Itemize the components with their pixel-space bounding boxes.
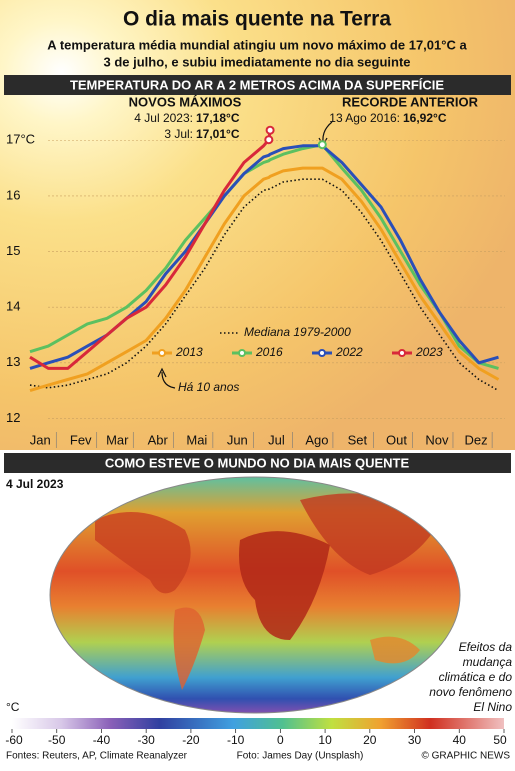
annotation: 13 Ago 2016: [329,111,400,125]
map-outline [49,476,461,714]
continent [370,636,420,664]
colorbar-tick-label: -30 [138,733,156,747]
colorbar-tick-label: -50 [48,733,66,747]
annotation: 17,01°C [196,127,240,141]
colorbar-tick-label: -20 [182,733,200,747]
x-tick-label: Abr [148,432,169,447]
legend-label: 2016 [255,345,283,359]
colorbar-tick-label: 10 [318,733,332,747]
x-tick-label: Fev [70,432,92,447]
x-tick-label: Ago [305,432,328,447]
colorbar-tick-label: -60 [5,733,23,747]
map-note: mudança [463,655,513,669]
arrow [322,121,333,143]
continent [239,531,330,640]
legend-label: 2022 [335,345,363,359]
x-tick-label: Jun [227,432,248,447]
series-line [29,178,499,392]
plot: 12 13 14 15 16 17°C Jan Fev Mar Abr Mai Jun Jul Ago Se… [6,125,505,448]
x-tick-label: Out [386,432,407,447]
record-point [264,135,274,145]
title: O dia mais quente na Terra [123,8,391,31]
series-line [29,129,272,370]
map-note: El Nino [473,700,512,714]
legend-label: Mediana 1979-2000 [244,325,351,339]
x-tick-label: Nov [425,432,449,447]
section-title: COMO ESTEVE O MUNDO NO DIA MAIS QUENTE [105,455,410,470]
legend-swatch [398,349,406,357]
continent [173,607,205,690]
arrow [161,371,176,389]
y-tick-label: 15 [6,243,20,258]
y-tick-label: 13 [6,354,20,369]
x-tick-label: Jan [30,432,51,447]
record-point [317,140,327,150]
colorbar-tick-label: 30 [408,733,422,747]
x-tick-label: Jul [268,432,285,447]
colorbar-tick-label: 50 [493,733,507,747]
legend-label: 2013 [175,345,203,359]
y-tick-label: 14 [6,299,20,314]
annotation: NOVOS MÁXIMOS [129,94,242,109]
copyright: © GRAPHIC NEWS [422,751,511,762]
x-tick-label: Mar [106,432,129,447]
y-tick-label: 12 [6,410,20,425]
y-tick-label: 17°C [6,132,35,147]
annotation: 17,18°C [196,111,240,125]
subtitle: 3 de julho, e subiu imediatamente no dia… [104,54,411,69]
legend-label: 2023 [415,345,443,359]
colorbar-tick-label: 40 [453,733,467,747]
annotation: RECORDE ANTERIOR [342,94,479,109]
y-tick-label: 16 [6,187,20,202]
annotation: 3 Jul: [164,127,193,141]
section-header [4,75,511,95]
legend-swatch [158,349,166,357]
map [50,477,460,713]
section-header [4,453,511,473]
colorbar-tick-label: -40 [93,733,111,747]
subtitle: A temperatura média mundial atingiu um n… [47,37,467,52]
series-line [29,143,499,370]
sources: Fontes: Reuters, AP, Climate Reanalyzer [6,751,188,762]
legend-swatch [318,349,326,357]
x-tick-label: Set [348,432,368,447]
photo-credit: Foto: James Day (Unsplash) [237,751,364,762]
record-point [265,125,275,135]
continent [95,512,191,594]
x-tick-label: Dez [465,432,488,447]
map-note: Efeitos da [459,640,513,654]
colorbar-tick-label: 20 [363,733,377,747]
arrow [157,367,167,378]
annotation: 16,92°C [403,111,447,125]
colorbar-tick-label: 0 [277,733,284,747]
x-tick-label: Mai [186,432,207,447]
annotation: Há 10 anos [178,380,239,394]
colorbar [12,718,504,729]
map-note: climática e do [439,670,513,684]
section-title: TEMPERATURA DO AR A 2 METROS ACIMA DA SU… [70,77,444,92]
series-line [29,166,500,393]
legend-swatch [238,349,246,357]
colorbar-tick-label: -10 [227,733,245,747]
colorbar-unit: °C [6,700,20,714]
annotation: 4 Jul 2023: [134,111,193,125]
map-note: novo fenômeno [429,685,512,699]
map-date: 4 Jul 2023 [6,477,64,491]
